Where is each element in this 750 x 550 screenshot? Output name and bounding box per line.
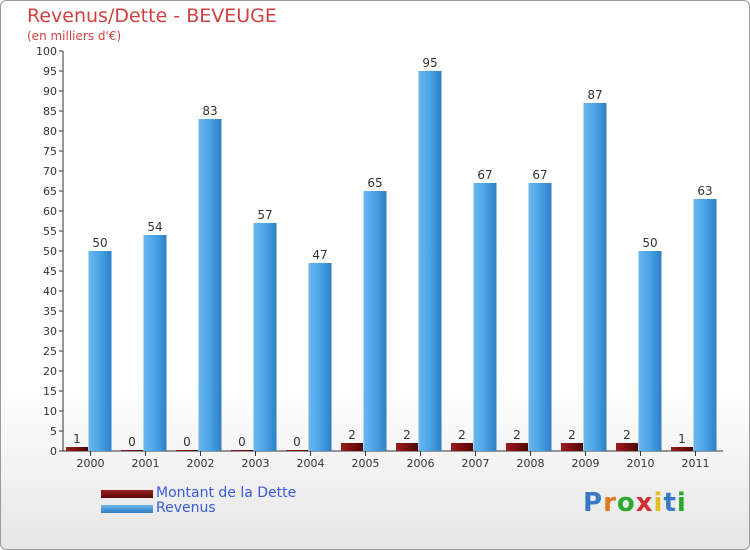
bar-dette bbox=[616, 443, 638, 451]
data-label-revenus: 67 bbox=[477, 168, 492, 182]
bar-revenus bbox=[528, 183, 552, 451]
logo-letter: i bbox=[676, 488, 687, 518]
data-label-revenus: 54 bbox=[147, 220, 162, 234]
y-tick-label: 55 bbox=[43, 225, 57, 238]
bar-revenus bbox=[473, 183, 497, 451]
chart-title: Revenus/Dette - BEVEUGE bbox=[27, 5, 277, 27]
y-tick-label: 100 bbox=[36, 45, 57, 58]
bar-dette bbox=[66, 447, 88, 451]
logo-letter: o bbox=[616, 488, 636, 518]
data-label-revenus: 83 bbox=[202, 104, 217, 118]
y-tick-label: 15 bbox=[43, 385, 57, 398]
data-label-dette: 1 bbox=[73, 432, 81, 446]
data-label-revenus: 67 bbox=[532, 168, 547, 182]
bar-revenus bbox=[583, 103, 607, 451]
y-tick-label: 35 bbox=[43, 305, 57, 318]
x-tick-label: 2003 bbox=[242, 457, 270, 470]
bar-revenus bbox=[253, 223, 277, 451]
logo-letter: t bbox=[663, 488, 677, 518]
bar-dette bbox=[286, 450, 308, 451]
legend-swatch-dette bbox=[101, 490, 153, 498]
y-tick-label: 45 bbox=[43, 265, 57, 278]
y-tick-label: 70 bbox=[43, 165, 57, 178]
bar-revenus bbox=[693, 199, 717, 451]
bar-revenus bbox=[363, 191, 387, 451]
data-label-dette: 2 bbox=[458, 428, 466, 442]
bar-dette bbox=[506, 443, 528, 451]
y-tick-label: 65 bbox=[43, 185, 57, 198]
bar-revenus bbox=[308, 263, 332, 451]
x-tick-label: 2008 bbox=[517, 457, 545, 470]
data-label-dette: 2 bbox=[568, 428, 576, 442]
x-tick-label: 2006 bbox=[407, 457, 435, 470]
bar-dette bbox=[176, 450, 198, 451]
x-tick-label: 2002 bbox=[187, 457, 215, 470]
logo-letter: P bbox=[583, 488, 604, 518]
legend-label-revenus: Revenus bbox=[156, 500, 216, 516]
bar-dette bbox=[121, 450, 143, 451]
y-tick-label: 90 bbox=[43, 85, 57, 98]
bar-dette bbox=[396, 443, 418, 451]
logo-letter: r bbox=[603, 488, 617, 518]
x-tick-label: 2001 bbox=[132, 457, 160, 470]
y-tick-label: 50 bbox=[43, 245, 57, 258]
y-tick-label: 0 bbox=[50, 445, 57, 458]
bar-revenus bbox=[88, 251, 112, 451]
y-tick-label: 60 bbox=[43, 205, 57, 218]
logo-letter: x bbox=[635, 488, 654, 518]
logo-letter: i bbox=[653, 488, 664, 518]
x-tick-label: 2007 bbox=[462, 457, 490, 470]
x-tick-label: 2004 bbox=[297, 457, 325, 470]
x-tick-label: 2009 bbox=[572, 457, 600, 470]
bar-revenus bbox=[198, 119, 222, 451]
data-label-dette: 2 bbox=[513, 428, 521, 442]
y-tick-label: 10 bbox=[43, 405, 57, 418]
data-label-revenus: 50 bbox=[92, 236, 107, 250]
data-label-dette: 0 bbox=[293, 435, 301, 449]
y-tick-label: 95 bbox=[43, 65, 57, 78]
data-label-dette: 0 bbox=[238, 435, 246, 449]
legend-label-dette: Montant de la Dette bbox=[156, 485, 297, 501]
data-label-dette: 0 bbox=[128, 435, 136, 449]
data-label-revenus: 63 bbox=[697, 184, 712, 198]
y-tick-label: 20 bbox=[43, 365, 57, 378]
data-label-dette: 0 bbox=[183, 435, 191, 449]
bar-revenus bbox=[638, 251, 662, 451]
y-tick-label: 75 bbox=[43, 145, 57, 158]
x-tick-label: 2011 bbox=[682, 457, 710, 470]
bar-dette bbox=[231, 450, 253, 451]
y-tick-label: 5 bbox=[50, 425, 57, 438]
data-label-dette: 1 bbox=[678, 432, 686, 446]
legend-swatch-revenus bbox=[101, 505, 153, 513]
y-tick-label: 25 bbox=[43, 345, 57, 358]
chart-subtitle: (en milliers d'€) bbox=[27, 29, 122, 43]
data-label-revenus: 95 bbox=[422, 56, 437, 70]
proxiti-logo: Proxiti bbox=[583, 488, 687, 518]
data-label-revenus: 57 bbox=[257, 208, 272, 222]
bar-revenus bbox=[418, 71, 442, 451]
bar-dette bbox=[671, 447, 693, 451]
data-label-dette: 2 bbox=[348, 428, 356, 442]
bar-revenus bbox=[143, 235, 167, 451]
x-tick-label: 2010 bbox=[627, 457, 655, 470]
bar-dette bbox=[561, 443, 583, 451]
y-tick-label: 30 bbox=[43, 325, 57, 338]
data-label-dette: 2 bbox=[403, 428, 411, 442]
y-tick-label: 40 bbox=[43, 285, 57, 298]
x-tick-label: 2005 bbox=[352, 457, 380, 470]
data-label-revenus: 87 bbox=[587, 88, 602, 102]
data-label-revenus: 50 bbox=[642, 236, 657, 250]
y-tick-label: 80 bbox=[43, 125, 57, 138]
y-tick-label: 85 bbox=[43, 105, 57, 118]
x-tick-label: 2000 bbox=[77, 457, 105, 470]
data-label-dette: 2 bbox=[623, 428, 631, 442]
bar-dette bbox=[451, 443, 473, 451]
data-label-revenus: 47 bbox=[312, 248, 327, 262]
data-label-revenus: 65 bbox=[367, 176, 382, 190]
bar-dette bbox=[341, 443, 363, 451]
